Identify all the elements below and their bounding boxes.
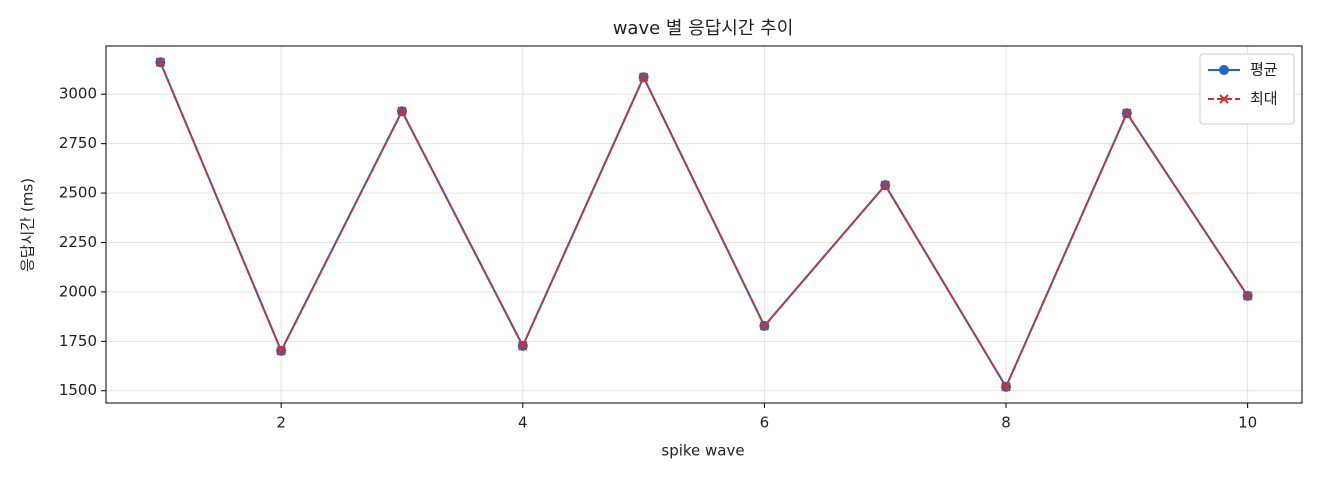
y-tick-label: 2000 [59, 282, 97, 300]
series-line [159, 61, 1249, 389]
x-tick-label: 10 [1238, 414, 1257, 432]
point [155, 57, 166, 67]
y-tick-label: 1750 [59, 332, 97, 350]
point [638, 72, 649, 82]
y-tick-label: 2750 [59, 134, 97, 152]
y-tick-label: 2250 [59, 233, 97, 251]
point [1122, 108, 1132, 118]
y-tick-label: 2500 [59, 184, 97, 202]
legend-marker [1219, 65, 1229, 75]
legend-box [1199, 53, 1295, 125]
x-tick-label: 2 [276, 414, 286, 432]
point [276, 346, 286, 356]
point [1001, 382, 1011, 392]
point [759, 321, 770, 331]
y-axis-label: 응답시간 (ms) [19, 178, 37, 272]
chart-title: wave 별 응답시간 추이 [613, 18, 794, 39]
series-line [159, 61, 1249, 389]
plot-frame [105, 45, 1303, 404]
legend-label: 최대 [1250, 90, 1278, 108]
x-axis-label: spike wave [661, 442, 744, 460]
point [397, 106, 407, 116]
y-tick-label: 3000 [59, 85, 97, 103]
point [518, 341, 528, 351]
y-tick-label: 1500 [59, 381, 97, 399]
point [1242, 291, 1253, 301]
x-tick-label: 6 [760, 414, 770, 432]
point [880, 180, 890, 190]
legend-marker [1219, 94, 1229, 104]
x-tick-label: 4 [518, 414, 528, 432]
x-tick-label: 8 [1001, 414, 1011, 432]
legend-label: 평균 [1250, 61, 1278, 79]
